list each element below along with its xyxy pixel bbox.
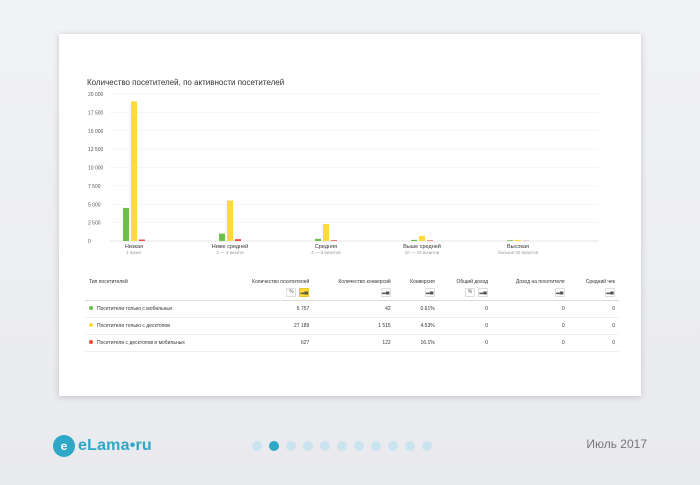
cell-income-per-visitor: 0 bbox=[492, 334, 569, 352]
cell-conversion-rate: 4.53% bbox=[394, 317, 439, 335]
logo-text: eLama•ru bbox=[78, 437, 152, 454]
pager-dot[interactable] bbox=[422, 441, 432, 451]
x-category-label: Высокая bbox=[507, 244, 529, 250]
cell-avg-check: 0 bbox=[568, 317, 619, 335]
elama-logo[interactable]: e eLama•ru bbox=[53, 433, 152, 459]
x-category-label: Низкая bbox=[125, 244, 143, 250]
percent-toggle-icon[interactable]: % bbox=[286, 288, 297, 298]
elama-logo-icon: e bbox=[53, 435, 75, 457]
bar-3 bbox=[427, 240, 433, 241]
y-tick-label: 2 500 bbox=[88, 221, 101, 227]
bar-chart-toggle-icon[interactable]: ▂▄ bbox=[380, 288, 391, 298]
x-category-label: Выше средней bbox=[403, 243, 441, 250]
bar-2 bbox=[323, 224, 329, 241]
cell-conversions: 1 515 bbox=[313, 317, 395, 335]
bar-1 bbox=[219, 233, 225, 241]
bar-chart-toggle-icon[interactable]: ▂▄ bbox=[424, 288, 435, 298]
bar-3 bbox=[331, 240, 337, 241]
bar-1 bbox=[411, 239, 417, 241]
table-row[interactable]: Посетители только с десктопов 27 189 1 5… bbox=[85, 317, 619, 335]
legend-dot-icon bbox=[89, 340, 93, 345]
cell-conversions: 122 bbox=[313, 334, 395, 352]
row-label: Посетители только с десктопов bbox=[97, 322, 170, 329]
slide-pager bbox=[252, 441, 439, 451]
y-tick-label: 7 500 bbox=[88, 184, 101, 190]
report-date: Июль 2017 bbox=[586, 437, 647, 451]
x-category-subtitle: 4 — 9 визитов bbox=[311, 250, 341, 255]
bar-chart-toggle-icon[interactable]: ▂▄ bbox=[554, 288, 565, 298]
pager-dot[interactable] bbox=[286, 441, 296, 451]
bar-1 bbox=[507, 240, 513, 241]
cell-visitors: 627 bbox=[225, 334, 314, 352]
cell-conversion-rate: 16.1% bbox=[394, 334, 439, 352]
cell-total-income: 0 bbox=[438, 300, 493, 318]
col-header-visitors[interactable]: Количество посетителей bbox=[252, 279, 310, 285]
cell-total-income: 0 bbox=[438, 317, 493, 335]
col-header-conversion-rate[interactable]: Конверсия bbox=[410, 279, 435, 285]
legend-dot-icon bbox=[89, 306, 93, 311]
cell-avg-check: 0 bbox=[568, 300, 619, 318]
bar-3 bbox=[235, 239, 241, 241]
cell-conversions: 42 bbox=[313, 300, 395, 318]
cell-income-per-visitor: 0 bbox=[492, 300, 569, 318]
row-label: Посетители только с мобильных bbox=[97, 305, 173, 312]
cell-conversion-rate: 0.61% bbox=[394, 300, 439, 318]
pager-dot[interactable] bbox=[371, 441, 381, 451]
bar-3 bbox=[139, 239, 145, 241]
y-tick-label: 17 500 bbox=[88, 110, 104, 116]
cell-visitors: 27 189 bbox=[225, 317, 314, 335]
x-category-subtitle: 2 — 3 визита bbox=[216, 250, 244, 255]
pager-dot[interactable] bbox=[388, 441, 398, 451]
col-header-avg-check[interactable]: Средний чек bbox=[585, 279, 615, 285]
percent-toggle-icon[interactable]: % bbox=[465, 288, 476, 298]
visitors-bar-chart: 20 000 17 500 15 000 12 500 10 000 7 500 5 000… bbox=[88, 92, 599, 255]
pager-dot[interactable] bbox=[354, 441, 364, 451]
y-tick-label: 0 bbox=[88, 239, 91, 245]
cell-visitors: 5 757 bbox=[225, 300, 314, 318]
x-category-subtitle: 1 визит bbox=[126, 250, 141, 255]
pager-dot[interactable] bbox=[252, 441, 262, 451]
x-category-subtitle: больше 20 визитов bbox=[498, 250, 539, 255]
pager-dot[interactable] bbox=[269, 441, 279, 451]
y-tick-label: 15 000 bbox=[88, 129, 104, 135]
cell-income-per-visitor: 0 bbox=[492, 317, 569, 335]
x-category-subtitle: 10 — 19 визитов bbox=[405, 250, 440, 255]
pager-dot[interactable] bbox=[320, 441, 330, 451]
col-header-income-per-visitor[interactable]: Доход на посетителя bbox=[515, 279, 565, 285]
bar-1 bbox=[123, 207, 129, 241]
legend-dot-icon bbox=[89, 323, 93, 328]
row-label: Посетители с десктопов и мобильных bbox=[97, 339, 185, 346]
col-header-total-income[interactable]: Общий доход bbox=[456, 279, 489, 285]
table-row[interactable]: Посетители только с мобильных 5 757 42 0… bbox=[85, 300, 619, 318]
x-category-label: Ниже средней bbox=[212, 243, 248, 250]
pager-dot[interactable] bbox=[337, 441, 347, 451]
chart-title: Количество посетителей, по активности по… bbox=[87, 78, 285, 87]
bar-2 bbox=[131, 101, 137, 241]
cell-avg-check: 0 bbox=[568, 334, 619, 352]
bar-1 bbox=[315, 238, 321, 241]
y-tick-label: 10 000 bbox=[88, 166, 104, 172]
cell-total-income: 0 bbox=[438, 334, 493, 352]
y-tick-label: 12 500 bbox=[88, 147, 104, 153]
x-category-label: Средняя bbox=[315, 244, 337, 250]
y-tick-label: 20 000 bbox=[88, 92, 104, 98]
pager-dot[interactable] bbox=[303, 441, 313, 451]
table-row[interactable]: Посетители с десктопов и мобильных 627 1… bbox=[85, 334, 619, 352]
report-slide: Количество посетителей, по активности по… bbox=[59, 34, 641, 396]
bar-chart-toggle-icon[interactable]: ▂▄ bbox=[605, 288, 615, 298]
visitors-table: Тип посетителей Количество посетителей К… bbox=[85, 276, 619, 352]
pager-dot[interactable] bbox=[405, 441, 415, 451]
bar-chart-toggle-icon[interactable]: ▂▄ bbox=[299, 288, 310, 298]
col-header-type: Тип посетителей bbox=[89, 279, 128, 285]
bar-chart-toggle-icon[interactable]: ▂▄ bbox=[478, 288, 489, 298]
col-header-conversions[interactable]: Количество конверсий bbox=[338, 279, 391, 285]
bar-2 bbox=[515, 239, 521, 241]
y-tick-label: 5 000 bbox=[88, 202, 101, 208]
bar-2 bbox=[227, 200, 233, 241]
bar-2 bbox=[419, 235, 425, 241]
